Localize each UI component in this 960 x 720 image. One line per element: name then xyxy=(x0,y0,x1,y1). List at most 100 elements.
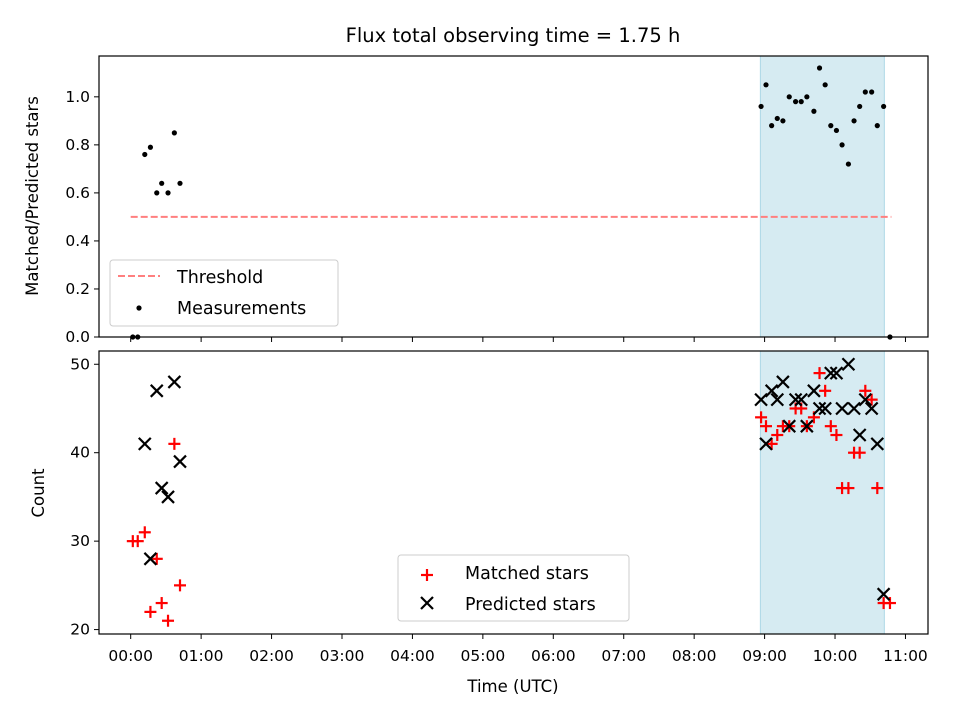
measurement-point xyxy=(811,108,817,114)
matched-star-point xyxy=(150,552,163,565)
measurement-point xyxy=(159,180,165,186)
top-ytick-label: 0.4 xyxy=(65,232,90,250)
measurement-point xyxy=(833,127,840,134)
xtick-label: 05:00 xyxy=(461,647,506,665)
bottom-legend: Matched stars Predicted stars xyxy=(397,554,630,622)
matched-star-point xyxy=(138,526,151,539)
predicted-star-point xyxy=(847,401,861,416)
xtick-label: 04:00 xyxy=(390,647,435,665)
matched-star-point xyxy=(168,437,181,450)
xtick-label: 01:00 xyxy=(179,647,224,665)
top-ytick-label: 0.0 xyxy=(65,328,90,346)
xtick-label: 00:00 xyxy=(108,647,153,665)
predicted-star-point xyxy=(794,392,808,407)
measurement-point xyxy=(851,118,857,124)
measurement-point xyxy=(763,82,769,88)
predicted-star-point xyxy=(754,392,768,407)
predicted-star-point xyxy=(173,454,187,469)
predicted-star-point xyxy=(841,357,856,372)
measurement-point xyxy=(804,94,810,100)
matched-star-point xyxy=(765,437,778,450)
predicted-star-point xyxy=(788,392,803,407)
bottom-ytick-label: 30 xyxy=(70,532,90,550)
bottom-ytick-label: 50 xyxy=(70,355,90,373)
measurement-point xyxy=(828,123,834,129)
predicted-star-point xyxy=(154,481,169,495)
predicted-star-point xyxy=(835,401,849,416)
predicted-star-point xyxy=(782,419,797,433)
matched-star-point xyxy=(865,393,878,406)
predicted-star-point xyxy=(852,428,867,442)
predicted-star-point xyxy=(818,401,832,416)
matched-star-point xyxy=(131,535,144,548)
measurement-point xyxy=(774,115,780,122)
measurement-point xyxy=(780,118,786,124)
matched-star-point xyxy=(819,384,832,397)
measurement-point xyxy=(758,103,764,110)
predicted-star-point xyxy=(800,419,814,433)
chart-title: Flux total observing time = 1.75 h xyxy=(346,24,681,47)
predicted-legend-label: Predicted stars xyxy=(465,595,596,615)
xtick-label: 11:00 xyxy=(883,647,928,665)
bottom-ylabel: Count xyxy=(29,468,48,518)
predicted-star-point xyxy=(770,392,785,407)
predicted-star-point xyxy=(143,552,158,566)
measurement-point xyxy=(839,142,845,148)
measurement-point xyxy=(165,190,171,196)
xtick-label: 03:00 xyxy=(320,647,365,665)
measurement-point xyxy=(171,130,177,136)
matched-star-point xyxy=(155,597,168,610)
top-highlight-span xyxy=(759,55,885,338)
predicted-star-point xyxy=(161,490,175,504)
measurement-point xyxy=(769,123,775,129)
matched-legend-label: Matched stars xyxy=(465,564,589,584)
top-ytick-label: 1.0 xyxy=(65,88,90,106)
measurements-legend-swatch xyxy=(136,305,142,311)
matched-star-point xyxy=(824,420,837,433)
top-panel: 0.0 0.2 0.4 0.6 0.8 1.0 Matched/Predicted sta… xyxy=(23,55,929,346)
measurement-point xyxy=(862,89,868,95)
predicted-star-point xyxy=(870,437,885,451)
measurement-point xyxy=(154,190,160,196)
xtick-label: 10:00 xyxy=(813,647,858,665)
xtick-label: 06:00 xyxy=(531,647,576,665)
predicted-star-point xyxy=(759,437,773,451)
bottom-panel: 00:00 01:00 02:00 03:00 04:00 05:00 06:00 07:00… xyxy=(29,350,929,696)
measurement-point xyxy=(822,82,828,88)
measurement-point xyxy=(792,99,799,105)
predicted-legend-swatch xyxy=(420,596,434,610)
predicted-star-point xyxy=(829,366,844,380)
matched-star-point xyxy=(173,579,186,592)
predicted-star-point xyxy=(138,437,152,451)
top-ytick-label: 0.2 xyxy=(65,280,90,298)
measurement-point xyxy=(798,99,804,105)
matched-star-point xyxy=(162,614,175,627)
threshold-legend-label: Threshold xyxy=(176,268,263,288)
predicted-star-point xyxy=(864,401,879,416)
predicted-star-point xyxy=(776,375,790,389)
matched-star-point xyxy=(755,411,768,424)
matched-star-point xyxy=(853,446,866,459)
predicted-star-point xyxy=(858,392,873,407)
matched-star-point xyxy=(871,482,884,495)
matched-star-point xyxy=(813,367,826,380)
matched-star-point xyxy=(760,420,773,433)
xtick-label: 08:00 xyxy=(672,647,717,665)
top-legend: Threshold Measurements xyxy=(109,259,339,327)
predicted-star-point xyxy=(149,384,164,398)
measurement-point xyxy=(869,89,875,95)
matched-star-point xyxy=(842,482,855,495)
matched-star-point xyxy=(883,597,896,610)
bottom-axes-frame xyxy=(98,350,929,635)
xtick-label: 07:00 xyxy=(601,647,646,665)
top-ylabel: Matched/Predicted stars xyxy=(23,96,42,296)
measurement-point xyxy=(857,103,863,110)
top-legend-box xyxy=(109,259,339,327)
measurement-point xyxy=(177,180,183,186)
measurement-point xyxy=(147,144,154,150)
measurement-point xyxy=(816,65,823,71)
xtick-label: 09:00 xyxy=(742,647,787,665)
measurement-point xyxy=(874,123,880,129)
top-axes-frame xyxy=(98,55,929,338)
